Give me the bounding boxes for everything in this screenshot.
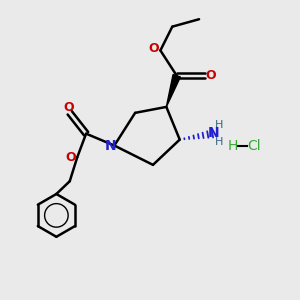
Text: O: O xyxy=(148,42,159,56)
Text: N: N xyxy=(105,139,117,152)
Text: N: N xyxy=(208,126,220,140)
Text: H: H xyxy=(227,139,238,152)
Polygon shape xyxy=(166,74,180,107)
Text: O: O xyxy=(206,69,216,82)
Text: H: H xyxy=(215,137,223,147)
Text: O: O xyxy=(63,101,74,114)
Text: H: H xyxy=(215,120,223,130)
Text: O: O xyxy=(65,151,76,164)
Text: Cl: Cl xyxy=(247,139,261,152)
